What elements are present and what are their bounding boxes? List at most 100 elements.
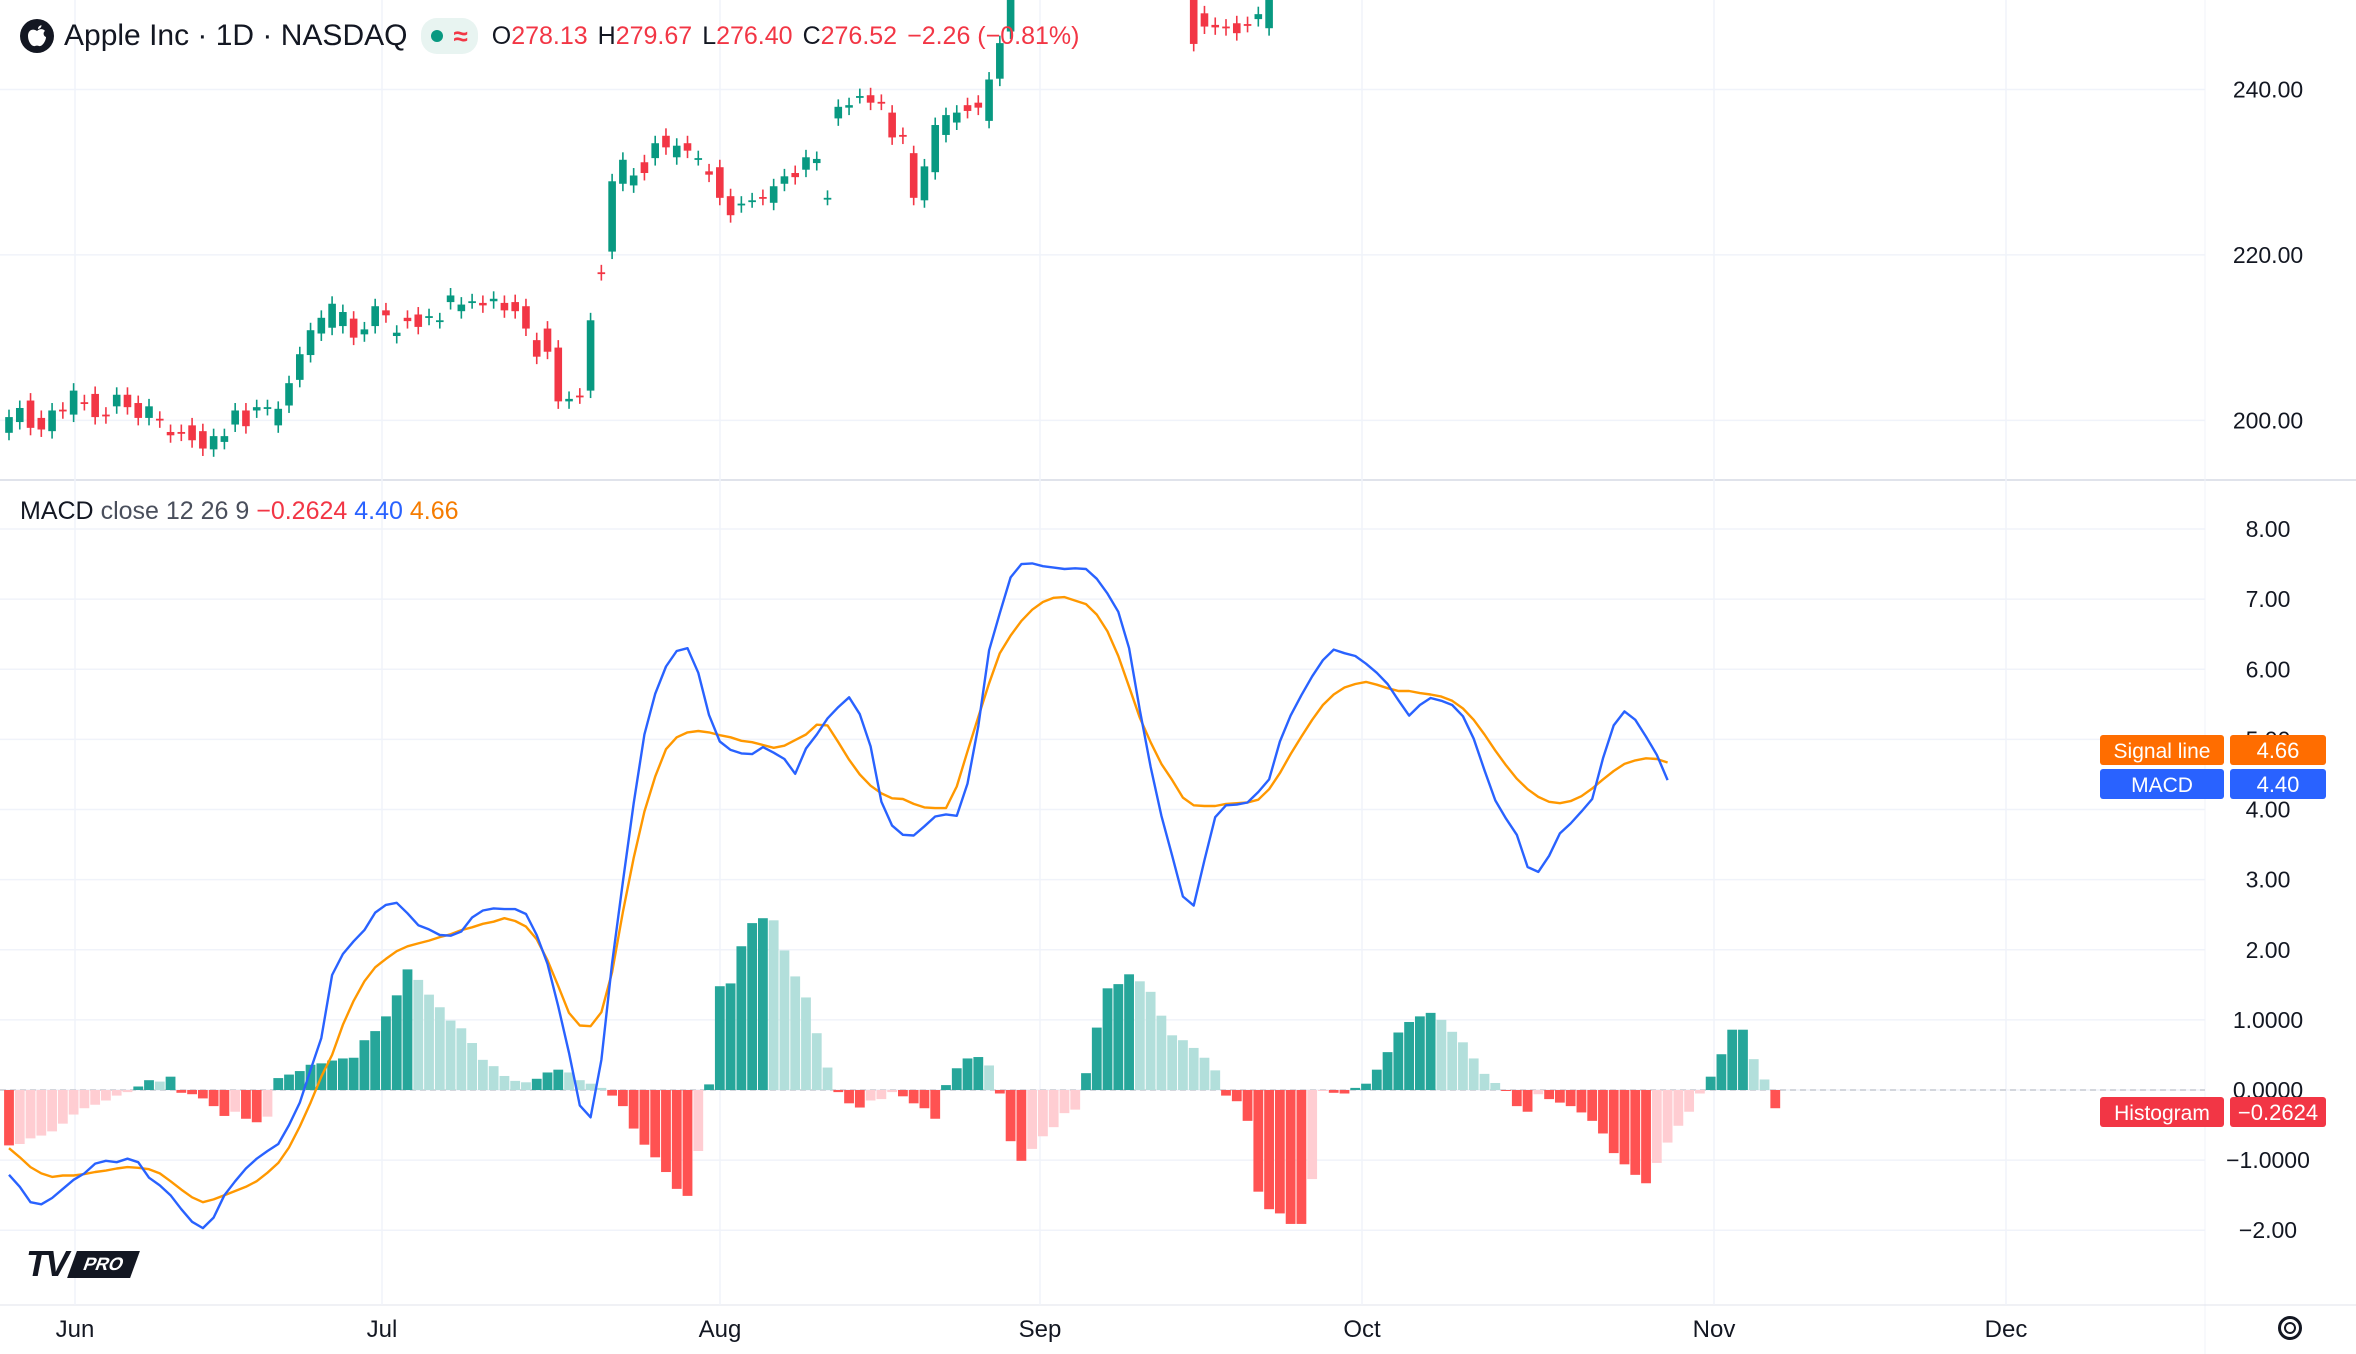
histogram-bar[interactable] <box>1070 1090 1081 1110</box>
histogram-bar[interactable] <box>962 1058 973 1090</box>
candle-body[interactable] <box>123 394 132 408</box>
candle-body[interactable] <box>565 398 573 402</box>
histogram-bar[interactable] <box>68 1090 79 1115</box>
histogram-bar[interactable] <box>607 1090 618 1096</box>
candle-body[interactable] <box>317 317 326 334</box>
candle-body[interactable] <box>877 101 886 104</box>
histogram-bar[interactable] <box>424 994 434 1090</box>
histogram-bar[interactable] <box>348 1057 359 1090</box>
candle-body[interactable] <box>403 317 412 322</box>
histogram-bar[interactable] <box>284 1074 294 1090</box>
candle-body[interactable] <box>102 414 110 417</box>
histogram-bar[interactable] <box>671 1090 682 1189</box>
histogram-bar[interactable] <box>1479 1073 1490 1090</box>
histogram-bar[interactable] <box>1221 1090 1231 1096</box>
histogram-bar[interactable] <box>1425 1012 1436 1090</box>
histogram-bar[interactable] <box>262 1090 273 1117</box>
histogram-bar[interactable] <box>1544 1090 1555 1100</box>
candle-body[interactable] <box>694 158 703 160</box>
histogram-bar[interactable] <box>1630 1090 1641 1175</box>
histogram-bar[interactable] <box>1371 1069 1382 1090</box>
histogram-bar[interactable] <box>359 1040 370 1090</box>
tradingview-logo[interactable]: TV PRO <box>26 1243 140 1285</box>
histogram-bar[interactable] <box>208 1090 219 1107</box>
candle-body[interactable] <box>952 112 961 123</box>
histogram-bar[interactable] <box>1759 1079 1770 1090</box>
histogram-bar[interactable] <box>1565 1090 1576 1107</box>
histogram-bar[interactable] <box>1436 1019 1447 1090</box>
candle-body[interactable] <box>1189 0 1198 44</box>
histogram-bar[interactable] <box>714 986 725 1090</box>
histogram-bar[interactable] <box>725 983 736 1090</box>
candle-body[interactable] <box>522 306 530 329</box>
histogram-bar[interactable] <box>230 1090 241 1112</box>
histogram-bar[interactable] <box>1382 1052 1393 1090</box>
candle-body[interactable] <box>705 171 713 175</box>
candle-body[interactable] <box>629 175 638 186</box>
candle-body[interactable] <box>339 312 347 327</box>
histogram-bar[interactable] <box>25 1090 36 1139</box>
candle-body[interactable] <box>909 153 918 198</box>
histogram-bar[interactable] <box>951 1068 962 1090</box>
histogram-bar[interactable] <box>994 1090 1005 1094</box>
candle-body[interactable] <box>963 105 972 111</box>
candle-body[interactable] <box>683 143 692 151</box>
candle-body[interactable] <box>436 320 444 323</box>
candle-body[interactable] <box>145 406 153 418</box>
candle-body[interactable] <box>489 298 498 302</box>
histogram-bar[interactable] <box>1705 1076 1716 1090</box>
histogram-bar[interactable] <box>1673 1090 1684 1126</box>
candle-body[interactable] <box>382 310 390 316</box>
histogram-bar[interactable] <box>1770 1090 1781 1109</box>
histogram-bar[interactable] <box>1393 1032 1404 1090</box>
histogram-bar[interactable] <box>1048 1090 1059 1128</box>
candle-body[interactable] <box>392 332 401 337</box>
candle-body[interactable] <box>651 143 659 159</box>
candle-body[interactable] <box>532 340 541 357</box>
histogram-bar[interactable] <box>197 1090 208 1099</box>
histogram-bar[interactable] <box>585 1083 596 1090</box>
histogram-bar[interactable] <box>294 1071 305 1090</box>
histogram-bar[interactable] <box>1490 1082 1501 1090</box>
candle-body[interactable] <box>349 318 358 338</box>
histogram-bar[interactable] <box>122 1090 133 1093</box>
candle-body[interactable] <box>263 407 272 409</box>
histogram-bar[interactable] <box>790 976 801 1090</box>
histogram-bar[interactable] <box>1361 1083 1371 1090</box>
candle-body[interactable] <box>576 395 584 398</box>
candle-body[interactable] <box>425 316 433 318</box>
candle-body[interactable] <box>543 328 552 352</box>
histogram-bar[interactable] <box>1511 1090 1522 1107</box>
candle-body[interactable] <box>737 203 746 206</box>
histogram-bar[interactable] <box>1458 1042 1468 1090</box>
histogram-bar[interactable] <box>510 1080 521 1090</box>
candle-body[interactable] <box>360 329 369 335</box>
histogram-bar[interactable] <box>1404 1021 1414 1090</box>
candle-body[interactable] <box>306 330 315 356</box>
candle-body[interactable] <box>759 197 767 199</box>
histogram-bar[interactable] <box>1091 1027 1102 1090</box>
histogram-bar[interactable] <box>758 918 768 1090</box>
symbol-title[interactable]: Apple Inc · 1D · NASDAQ <box>64 19 408 52</box>
candle-body[interactable] <box>188 425 196 441</box>
histogram-bar[interactable] <box>402 969 413 1090</box>
histogram-bar[interactable] <box>822 1067 833 1090</box>
histogram-bar[interactable] <box>898 1090 908 1097</box>
candle-body[interactable] <box>597 272 606 275</box>
histogram-bar[interactable] <box>1598 1090 1608 1134</box>
histogram-bar[interactable] <box>1296 1090 1307 1224</box>
candle-body[interactable] <box>802 157 810 170</box>
histogram-bar[interactable] <box>1339 1090 1350 1094</box>
candle-body[interactable] <box>274 408 283 426</box>
histogram-bar[interactable] <box>1113 984 1124 1090</box>
candle-body[interactable] <box>823 197 832 200</box>
candle-body[interactable] <box>899 134 907 137</box>
candle-body[interactable] <box>608 181 616 252</box>
candle-body[interactable] <box>500 302 509 311</box>
histogram-bar[interactable] <box>919 1090 930 1109</box>
histogram-bar[interactable] <box>1318 1090 1328 1091</box>
histogram-bar[interactable] <box>682 1090 693 1196</box>
histogram-bar[interactable] <box>574 1080 585 1090</box>
candle-body[interactable] <box>134 403 143 418</box>
candle-body[interactable] <box>748 200 756 203</box>
